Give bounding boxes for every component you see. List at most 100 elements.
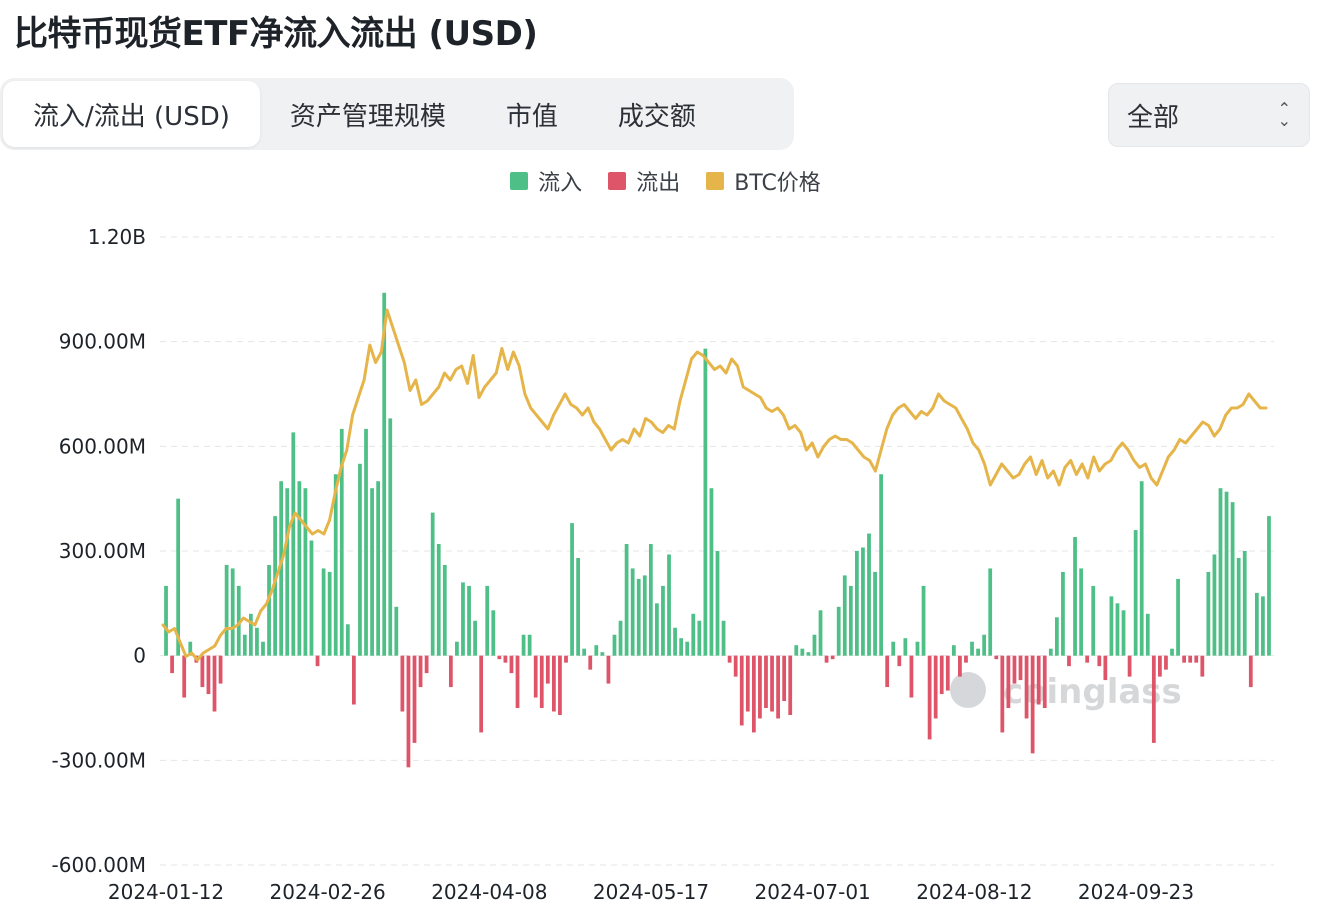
outflow-bar (545, 655, 550, 684)
inflow-bar (800, 648, 805, 656)
outflow-bar (515, 655, 520, 708)
y-tick-label: 300.00M (59, 539, 146, 563)
outflow-bar (533, 655, 538, 698)
inflow-bar (691, 613, 696, 656)
inflow-bar (358, 463, 362, 656)
inflow-bar (873, 571, 877, 656)
outflow-bar (588, 655, 593, 670)
y-tick-label: 1.20B (88, 225, 146, 249)
outflow-bar (315, 655, 320, 667)
outflow-bar (1036, 655, 1041, 705)
inflow-bar (1218, 488, 1223, 656)
outflow-bar (509, 655, 514, 674)
inflow-bar (473, 620, 477, 656)
inflow-bar (921, 585, 926, 656)
outflow-bar (776, 655, 780, 719)
inflow-bar (655, 603, 659, 656)
inflow-bar (382, 292, 387, 656)
tab-volume[interactable]: 成交额 (617, 101, 696, 132)
outflow-bar (945, 655, 950, 691)
outflow-bar (933, 655, 938, 719)
inflow-bar (685, 641, 690, 656)
inflow-bar (388, 418, 393, 656)
inflow-bar (855, 551, 859, 656)
coinglass-logo-icon (950, 672, 986, 708)
inflow-bar (1170, 648, 1174, 656)
inflow-bar (164, 585, 168, 656)
outflow-bar (764, 655, 768, 708)
legend-item-inflow[interactable]: 流入 (510, 165, 582, 197)
outflow-bar (539, 655, 544, 708)
outflow-bar (1151, 655, 1156, 743)
outflow-bar (727, 655, 732, 663)
inflow-bar (176, 498, 181, 656)
inflow-bar (297, 481, 302, 656)
inflow-bar (648, 544, 653, 656)
inflow-bar (594, 645, 599, 656)
inflow-bar (467, 585, 471, 656)
inflow-bar (279, 481, 284, 656)
outflow-bar (1006, 655, 1011, 708)
page-title: 比特币现货ETF净流入流出 (USD) (14, 14, 538, 54)
inflow-bar (812, 634, 817, 656)
inflow-bar (376, 481, 381, 656)
inflow-bar (982, 634, 987, 656)
inflow-bar (715, 551, 720, 656)
range-select[interactable]: 全部 ⌃ ⌄ (1108, 83, 1310, 147)
inflow-bar (709, 488, 714, 656)
inflow-bar (570, 523, 574, 656)
tab-market-cap[interactable]: 市值 (505, 101, 558, 132)
inflow-bar (703, 348, 708, 656)
inflow-bar (430, 512, 435, 656)
outflow-bar (1103, 655, 1108, 681)
inflow-bar (1133, 530, 1138, 656)
outflow-bar (212, 655, 217, 712)
outflow-bar (1067, 655, 1071, 667)
inflow-bar (1176, 578, 1180, 656)
x-tick-label: 2024-07-01 (755, 880, 871, 904)
inflow-bar (236, 585, 241, 656)
inflow-bar (848, 585, 853, 656)
btc-price-line (161, 308, 1268, 662)
outflow-bar (206, 655, 211, 695)
tab-inflow-outflow[interactable]: 流入/流出 (USD) (3, 81, 260, 147)
outflow-bar (745, 655, 750, 712)
inflow-bar (1254, 592, 1259, 656)
inflow-bar (521, 634, 526, 656)
inflow-bar (1242, 551, 1247, 656)
legend-item-btc-price[interactable]: BTC价格 (706, 165, 821, 197)
chevron-updown-icon: ⌃ ⌄ (1277, 99, 1291, 130)
outflow-bar (418, 655, 423, 688)
inflow-bar (861, 547, 865, 656)
inflow-bar (1224, 491, 1229, 656)
y-tick-label: 900.00M (59, 330, 146, 354)
inflow-bar (612, 634, 617, 656)
outflow-bar (885, 655, 890, 688)
outflow-bar (958, 655, 962, 677)
tab-aum[interactable]: 资产管理规模 (289, 101, 446, 132)
inflow-bar (903, 638, 908, 656)
inflow-bar (442, 564, 447, 656)
inflow-bar (891, 641, 896, 656)
legend-item-outflow[interactable]: 流出 (608, 165, 680, 197)
outflow-bar (170, 655, 174, 674)
inflow-bar (642, 575, 647, 656)
inflow-bar (667, 554, 671, 656)
inflow-bar (1109, 596, 1114, 656)
y-tick-label: 0 (133, 644, 146, 668)
inflow-bar (309, 540, 314, 656)
outflow-bar (964, 655, 968, 663)
inflow-bar (364, 428, 368, 656)
inflow-bar (951, 645, 956, 656)
inflow-bar (291, 432, 296, 656)
inflow-bar (267, 564, 271, 656)
inflow-bar (224, 564, 229, 656)
outflow-bar (733, 655, 738, 677)
inflow-bar (339, 428, 344, 656)
outflow-bar (927, 655, 932, 740)
inflow-bar (836, 606, 841, 656)
inflow-bar (842, 575, 847, 656)
outflow-bar (1030, 655, 1035, 754)
y-tick-label: 600.00M (59, 434, 146, 458)
